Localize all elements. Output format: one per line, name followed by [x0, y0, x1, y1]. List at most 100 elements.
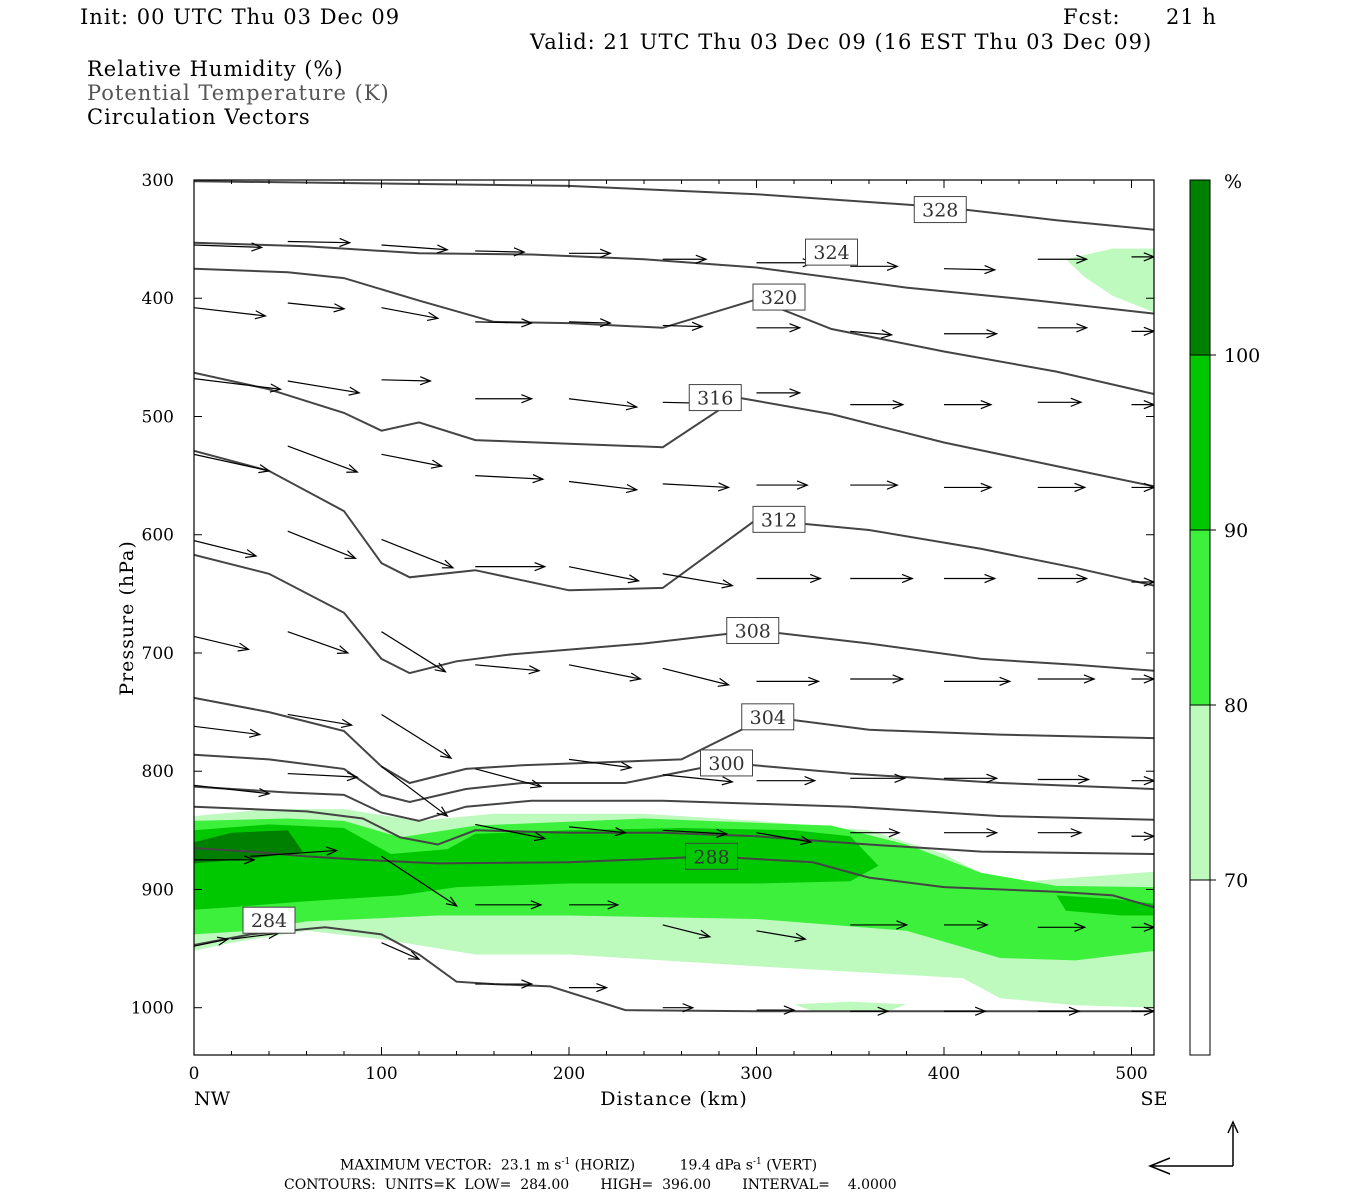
y-tick-label: 400	[142, 289, 174, 309]
circulation-vector	[662, 573, 734, 589]
circulation-vector	[381, 244, 449, 254]
circulation-vector	[1037, 482, 1087, 493]
circulation-vector	[756, 258, 815, 268]
circulation-vector	[381, 766, 449, 818]
max-vector-label: MAXIMUM VECTOR:	[340, 1157, 492, 1174]
circulation-vector	[287, 530, 357, 559]
circulation-vector	[850, 400, 905, 410]
horiz-exponent: -1	[561, 1157, 571, 1167]
circulation-vector	[1131, 326, 1154, 336]
x-tick-label: 500	[1115, 1064, 1147, 1084]
isentrope-label-box-312	[752, 505, 806, 533]
isentrope-labels: 328 324 320 316 312 308 304 300 288 284	[242, 196, 967, 934]
isentrope-label-box-284	[242, 906, 296, 934]
circulation-vector	[662, 667, 731, 687]
valid-time: Valid: 21 UTC Thu 03 Dec 09 (16 EST Thu …	[530, 30, 1153, 54]
circulation-vector	[381, 376, 432, 386]
colorbar-swatch	[1190, 530, 1210, 705]
circulation-vector	[381, 855, 459, 907]
circulation-vector	[381, 713, 453, 759]
circulation-vector	[194, 242, 264, 252]
circulation-vector	[194, 540, 258, 559]
max-vector-line: MAXIMUM VECTOR: 23.1 m s-1 (HORIZ) 19.4 …	[340, 1157, 817, 1174]
circulation-vector	[756, 573, 823, 584]
horiz-units: m s	[536, 1157, 562, 1174]
x-tick-label: 400	[928, 1064, 960, 1084]
circulation-vector	[194, 453, 271, 474]
y-tick-label: 300	[142, 171, 174, 191]
isentrope-316	[194, 371, 1154, 488]
circulation-vector	[287, 771, 359, 782]
circulation-vector	[756, 676, 821, 686]
circulation-vector	[1131, 922, 1154, 932]
circulation-vector	[568, 480, 639, 494]
circulation-vector	[475, 768, 543, 789]
isentrope-304	[194, 696, 1154, 785]
circulation-vector	[1037, 397, 1083, 407]
circulation-vector	[194, 378, 283, 393]
circulation-vector	[1131, 577, 1154, 587]
circulation-vector	[850, 573, 914, 584]
circulation-vector	[568, 566, 641, 584]
vert-units: dPa s	[715, 1157, 753, 1174]
circulation-vector	[944, 400, 993, 410]
isentrope-label-box-304	[741, 703, 795, 731]
forecast-label: Fcst:	[1063, 5, 1121, 29]
circulation-vector	[850, 828, 901, 838]
circulation-vector	[569, 900, 620, 910]
x-tick-label: 0	[189, 1064, 200, 1084]
isentrope-label-328: 328	[922, 200, 958, 222]
circulation-vector	[944, 676, 1012, 686]
isentrope-label-box-320	[752, 283, 806, 311]
vert-exponent: -1	[752, 1157, 762, 1167]
isentrope-308	[194, 553, 1154, 675]
circulation-vector	[944, 773, 999, 783]
circulation-vector	[850, 920, 909, 930]
circulation-vector	[756, 1005, 796, 1015]
isentrope-324	[194, 241, 1154, 315]
circulation-vector	[475, 318, 534, 328]
colorbar-swatch	[1190, 880, 1210, 1055]
isentrope-292	[194, 805, 1154, 855]
circulation-vector	[381, 631, 447, 673]
colorbar-unit: %	[1224, 171, 1242, 193]
circulation-vector	[1131, 831, 1154, 841]
circulation-vector	[194, 936, 230, 947]
colorbar-frame	[1189, 179, 1211, 1056]
circulation-vector	[381, 942, 421, 960]
isentrope-296	[194, 785, 1154, 822]
isentrope-label-box-328	[913, 196, 967, 224]
circulation-vector	[475, 394, 534, 404]
colorbar-label: 80	[1224, 695, 1248, 717]
reference-vector-icon	[1147, 1120, 1239, 1175]
circulation-vector	[850, 329, 894, 339]
horiz-tag: (HORIZ)	[574, 1157, 636, 1174]
circulation-vector	[850, 674, 905, 684]
circulation-vector	[1131, 252, 1154, 262]
circulation-vector	[287, 380, 361, 396]
isentrope-label-288: 288	[693, 846, 729, 868]
circulation-vector	[194, 784, 271, 798]
circulation-vector	[662, 482, 731, 492]
isentrope-312	[194, 449, 1154, 592]
circulation-vector	[1131, 400, 1154, 410]
circulation-vector	[1037, 828, 1083, 838]
isentrope-300	[194, 753, 1154, 804]
circulation-vector	[194, 635, 251, 652]
field-circulation-vectors: Circulation Vectors	[87, 105, 311, 129]
isentrope-label-320: 320	[761, 287, 797, 309]
y-tick-label: 600	[142, 526, 174, 546]
axes: Distance (km) Pressure (hPa) NW SE 0 100 2…	[116, 171, 1167, 1110]
circulation-vector	[1131, 1006, 1154, 1016]
circulation-vector	[662, 828, 729, 838]
colorbar-swatch	[1190, 180, 1210, 355]
isentrope-328	[194, 180, 1154, 231]
circulation-vector	[662, 774, 734, 786]
circulation-vector	[662, 924, 712, 939]
circulation-vector	[944, 828, 999, 838]
circulation-vector	[756, 388, 802, 398]
circulation-vector	[662, 254, 708, 264]
circulation-vector	[568, 758, 633, 771]
x-axis-title: Distance (km)	[600, 1088, 748, 1110]
circulation-vector	[1131, 776, 1154, 786]
